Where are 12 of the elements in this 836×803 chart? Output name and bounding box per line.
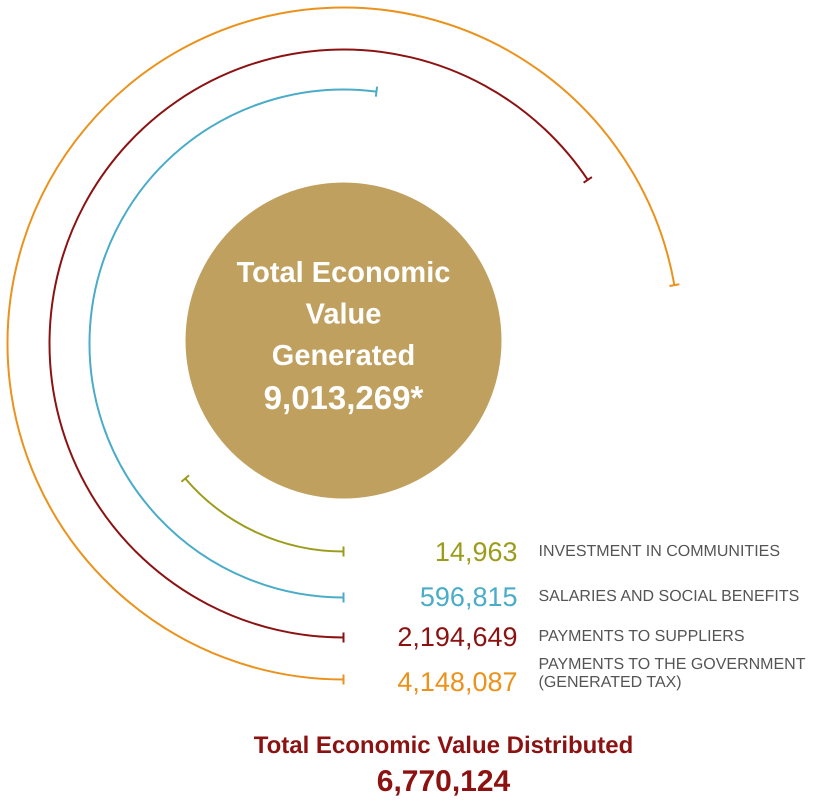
category-label: SALARIES AND SOCIAL BENEFITS: [538, 588, 800, 605]
text: 6,770,124: [376, 765, 511, 798]
data-label: 4,148,087: [397, 667, 518, 697]
data-label: 2,194,649: [397, 622, 518, 652]
text: Total Economic Value Distributed: [254, 732, 634, 759]
category-label: PAYMENTS TO THE GOVERNMENT (GENERATED TAX): [538, 656, 806, 691]
text: Total Economic Value Generated: [236, 256, 450, 372]
data-label: 14,963: [434, 537, 518, 567]
data-label: 596,815: [420, 582, 518, 612]
category-label: INVESTMENT IN COMMUNITIES: [538, 543, 780, 560]
text: 9,013,269*: [264, 379, 424, 416]
category-label: PAYMENTS TO SUPPLIERS: [538, 628, 744, 645]
